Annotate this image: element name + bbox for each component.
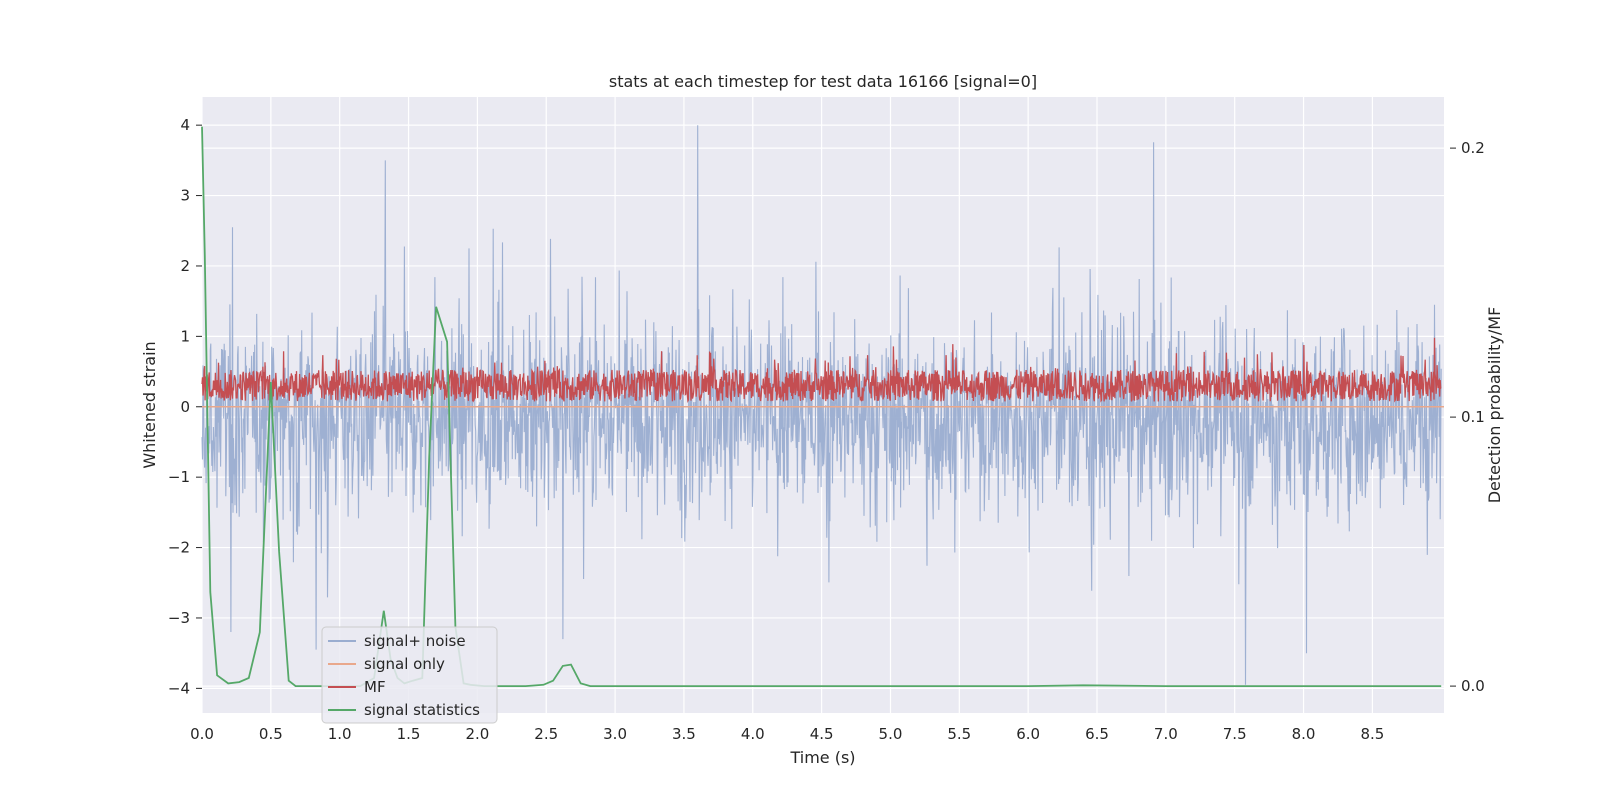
x-tick-label: 5.0 <box>879 725 903 743</box>
x-tick-label: 7.0 <box>1154 725 1178 743</box>
x-tick-label: 5.5 <box>947 725 971 743</box>
legend-label: signal statistics <box>364 701 480 719</box>
legend-label: MF <box>364 678 386 696</box>
x-axis-label: Time (s) <box>789 748 855 767</box>
x-tick-label: 3.5 <box>672 725 696 743</box>
axes-layer: 0.0 0.5 1.0 1.5 2.0 2.5 3.0 3.5 4.0 4.5 5.0 5.5 6.0 6… <box>168 116 1485 743</box>
x-tick-label: 3.0 <box>603 725 627 743</box>
y-tick-label: 0 <box>180 398 190 416</box>
y2-axis-label: Detection probability/MF <box>1485 307 1504 504</box>
x-tick-label: 4.0 <box>741 725 765 743</box>
x-tick-label: 6.5 <box>1085 725 1109 743</box>
x-tick-label: 2.5 <box>534 725 558 743</box>
x-tick-label: 8.0 <box>1292 725 1316 743</box>
y-axis-label: Whitened strain <box>140 341 159 468</box>
legend-box <box>321 626 498 724</box>
chart-title: stats at each timestep for test data 161… <box>609 72 1037 91</box>
y-tick-label: −2 <box>168 539 190 557</box>
y-tick-label: 2 <box>180 257 190 275</box>
x-tick-label: 4.5 <box>810 725 834 743</box>
y2-tick-label: 0.1 <box>1461 408 1485 426</box>
legend-label: signal+ noise <box>364 632 466 650</box>
x-tick-label: 6.0 <box>1016 725 1040 743</box>
y2-tick-label: 0.2 <box>1461 139 1485 157</box>
y-tick-label: −4 <box>168 679 190 697</box>
x-tick-label: 0.0 <box>190 725 214 743</box>
y-tick-label: −3 <box>168 609 190 627</box>
legend: signal+ noise signal only MF signal statist… <box>321 626 498 724</box>
legend-label: signal only <box>364 655 445 673</box>
x-tick-label: 1.0 <box>328 725 352 743</box>
x-tick-label: 8.5 <box>1360 725 1384 743</box>
series-mf <box>201 337 1442 404</box>
y2-tick-label: 0.0 <box>1461 677 1485 695</box>
y-tick-label: −1 <box>168 468 190 486</box>
x-tick-label: 7.5 <box>1223 725 1247 743</box>
y-tick-label: 4 <box>180 116 190 134</box>
x-tick-label: 0.5 <box>259 725 283 743</box>
y-tick-label: 3 <box>180 187 190 205</box>
y-tick-label: 1 <box>180 327 190 345</box>
x-tick-label: 2.0 <box>465 725 489 743</box>
x-tick-label: 1.5 <box>397 725 421 743</box>
